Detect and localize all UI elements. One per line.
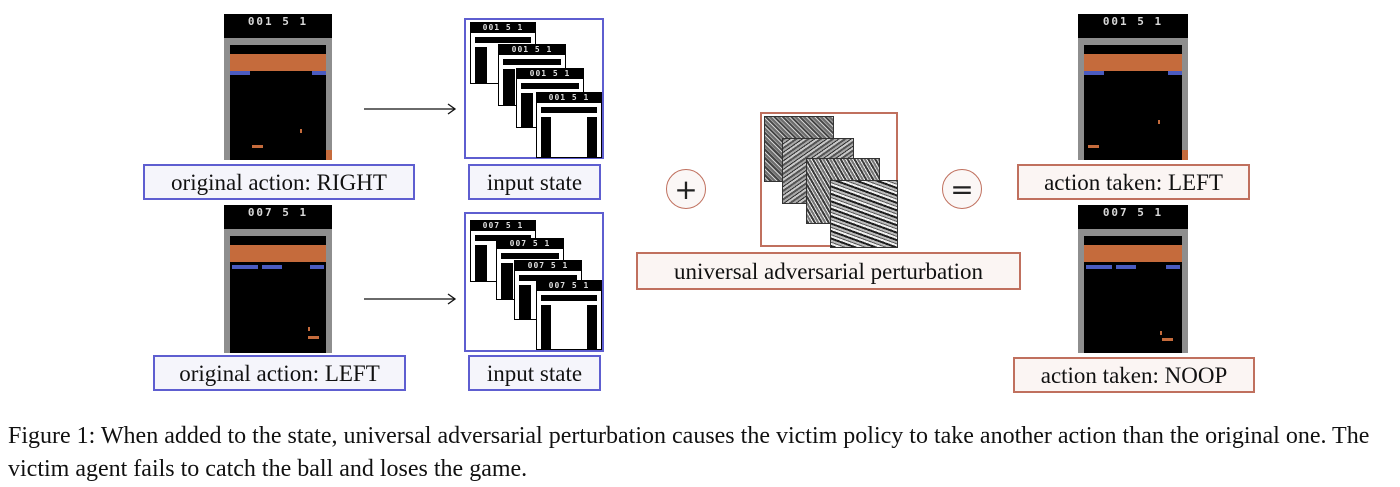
original-action-label-row1: original action: RIGHT: [143, 164, 415, 200]
score-display: 007 5 1: [1078, 205, 1188, 223]
equals-icon: =: [942, 169, 982, 209]
arrow-right-icon: [364, 293, 457, 305]
arrow-right-icon: [364, 103, 457, 115]
taken-frame-row1: 001 5 1: [1078, 14, 1188, 160]
stacked-frame: 001 5 1: [536, 92, 602, 158]
input-state-label-row2: input state: [468, 355, 601, 391]
action-taken-label-row2: action taken: NOOP: [1013, 357, 1255, 393]
plus-icon: +: [666, 169, 706, 209]
figure-caption: Figure 1: When added to the state, unive…: [8, 423, 1370, 482]
perturbation-image: [760, 112, 898, 248]
action-taken-label-row1: action taken: LEFT: [1017, 164, 1250, 200]
score-display: 001 5 1: [224, 14, 332, 32]
input-state-stack-row1: 001 5 1 001 5 1 001 5 1 001 5 1: [464, 18, 604, 159]
score-display: 007 5 1: [224, 205, 332, 223]
original-frame-row2: 007 5 1: [224, 205, 332, 353]
input-state-stack-row2: 007 5 1 007 5 1 007 5 1 007 5 1: [464, 212, 604, 352]
input-state-label-row1: input state: [468, 164, 601, 200]
score-display: 001 5 1: [1078, 14, 1188, 32]
taken-frame-row2: 007 5 1: [1078, 205, 1188, 353]
original-frame-row1: 001 5 1: [224, 14, 332, 160]
original-action-label-row2: original action: LEFT: [153, 355, 406, 391]
perturbation-label: universal adversarial perturbation: [636, 252, 1021, 290]
stacked-frame: 007 5 1: [536, 280, 602, 350]
